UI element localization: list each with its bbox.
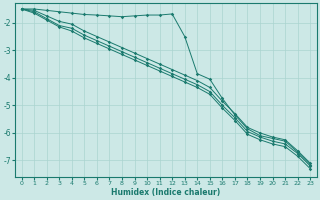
X-axis label: Humidex (Indice chaleur): Humidex (Indice chaleur) bbox=[111, 188, 220, 197]
